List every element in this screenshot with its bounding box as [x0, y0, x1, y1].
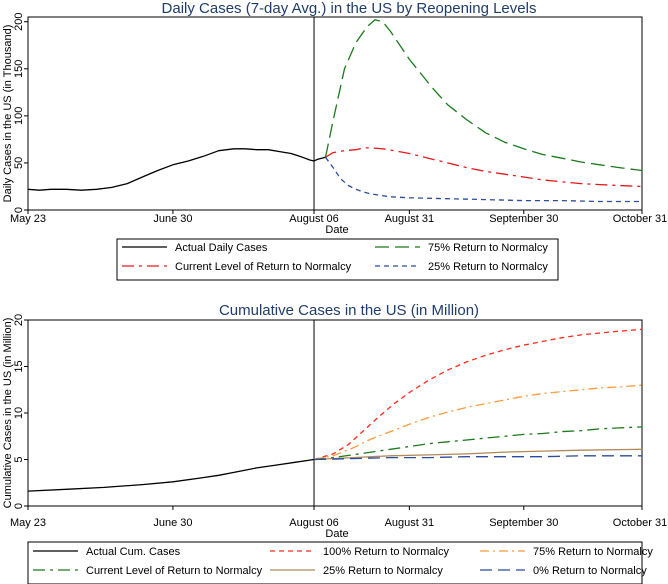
- y-tick-label: 0: [13, 207, 25, 213]
- plot-frame: [27, 319, 643, 507]
- x-tick-label: September 30: [489, 517, 558, 529]
- chart-title: Cumulative Cases in the US (in Million): [219, 302, 479, 319]
- x-tick-label: August 31: [385, 213, 435, 225]
- x-tick-label: May 23: [10, 213, 46, 225]
- legend-box: [27, 541, 643, 584]
- x-tick-label: October 31: [613, 517, 667, 529]
- y-tick-label: 5: [13, 456, 25, 462]
- series-line-25-return-to-normalcy: [324, 156, 642, 203]
- plot-frame: [27, 16, 643, 211]
- y-tick-label: 150: [13, 60, 25, 78]
- legend-label: Current Level of Return to Normalcy: [175, 261, 352, 273]
- series-line-0-return-to-normalcy: [313, 455, 642, 461]
- y-tick-label: 15: [13, 360, 25, 372]
- y-axis-label: Daily Cases in the US (in Thousand): [2, 25, 14, 203]
- series-line-actual-daily-cases: [27, 148, 326, 191]
- y-tick-label: 10: [13, 407, 25, 419]
- x-tick-label: May 23: [10, 517, 46, 529]
- x-tick-label: September 30: [489, 213, 558, 225]
- legend-box: [116, 238, 559, 281]
- y-axis-label: Cumulative Cases in the US (in Million): [2, 318, 14, 509]
- y-tick-label: 50: [13, 157, 25, 169]
- legend-label: 25% Return to Normalcy: [428, 261, 548, 273]
- y-tick-label: 0: [13, 503, 25, 509]
- x-tick-label: August 06: [289, 213, 339, 225]
- y-tick-label: 200: [13, 13, 25, 31]
- x-tick-label: June 30: [153, 517, 192, 529]
- series-line-25-return-to-normalcy: [313, 448, 643, 461]
- x-tick-label: August 06: [289, 517, 339, 529]
- legend-label: 0% Return to Normalcy: [533, 565, 647, 577]
- cumulative-cases-chart: Cumulative Cases in the US (in Million)0…: [2, 302, 667, 584]
- legend-label: Actual Daily Cases: [175, 242, 268, 254]
- daily-cases-chart: Daily Cases (7-day Avg.) in the US by Re…: [2, 0, 667, 281]
- series-line-current-level-of-return-to-normalcy: [325, 147, 643, 188]
- x-axis-label: Date: [325, 528, 348, 540]
- legend-label: Current Level of Return to Normalcy: [86, 565, 263, 577]
- x-tick-label: June 30: [153, 213, 192, 225]
- x-tick-label: August 31: [385, 517, 435, 529]
- legend-label: 100% Return to Normalcy: [323, 546, 449, 558]
- series-line-100-return-to-normalcy: [313, 328, 643, 461]
- y-tick-label: 20: [13, 314, 25, 326]
- legend-label: 25% Return to Normalcy: [323, 565, 443, 577]
- legend-label: Actual Cum. Cases: [86, 546, 181, 558]
- series-line-75-return-to-normalcy: [313, 384, 643, 461]
- y-tick-label: 100: [13, 107, 25, 125]
- series-line-actual-cum-cases: [27, 458, 315, 492]
- legend-label: 75% Return to Normalcy: [428, 242, 548, 254]
- chart-title: Daily Cases (7-day Avg.) in the US by Re…: [162, 0, 537, 17]
- x-tick-label: October 31: [613, 213, 667, 225]
- series-line-current-level-of-return-to-normalcy: [313, 426, 643, 461]
- legend-label: 75% Return to Normalcy: [533, 546, 653, 558]
- x-axis-label: Date: [325, 224, 348, 236]
- series-line-75-return-to-normalcy: [324, 19, 643, 172]
